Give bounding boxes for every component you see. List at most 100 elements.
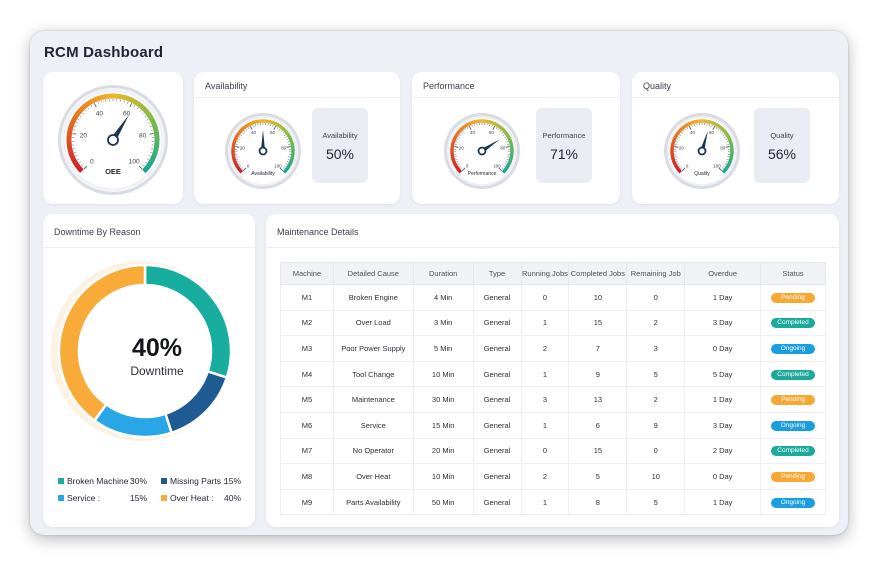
gauge-color-band xyxy=(720,126,725,132)
table-row[interactable]: M4 Tool Change 10 Min General 1 9 5 5 Day Comple… xyxy=(280,360,826,388)
gauge-color-band xyxy=(728,138,733,143)
gauge-tick xyxy=(286,146,291,148)
gauge-color-band xyxy=(706,119,710,124)
table-cell: M1 xyxy=(280,284,334,311)
column-header[interactable]: Detailed Cause xyxy=(332,262,414,285)
column-header[interactable]: Running Jobs xyxy=(520,262,570,285)
gauge-tick xyxy=(724,136,727,138)
gauge-tick xyxy=(725,146,730,148)
gauge-color-band xyxy=(233,161,238,166)
donut-slice-over-heat[interactable] xyxy=(57,263,147,423)
gauge-tick xyxy=(249,125,253,130)
table-row[interactable]: M8 Over Heat 10 Min General 2 5 10 0 Day Pending xyxy=(280,463,826,490)
gauge-color-band xyxy=(67,149,74,155)
table-row[interactable]: M3 Poor Power Supply 5 Min General 2 7 3 0 Day O… xyxy=(280,335,826,362)
gauge-tick xyxy=(473,124,475,127)
gauge-color-band xyxy=(714,122,719,128)
gauge-label: Quality xyxy=(694,171,710,177)
column-header[interactable]: Duration xyxy=(412,262,474,285)
gauge-color-band xyxy=(88,98,95,105)
table-cell: General xyxy=(472,386,522,413)
gauge-tick xyxy=(719,130,722,133)
gauge-color-band xyxy=(728,157,733,162)
table-row[interactable]: M9 Parts Availability 50 Min General 1 8 5 1 Da… xyxy=(280,488,826,516)
gauge-tick xyxy=(456,138,459,141)
table-row[interactable]: M5 Maintenance 30 Min General 3 13 2 1 Day Pendi… xyxy=(280,386,826,413)
table-cell: 7 xyxy=(568,335,628,362)
table-cell: 10 xyxy=(568,284,628,311)
column-header[interactable]: Machine xyxy=(280,262,334,285)
availability-gauge: 0 20 40 60 80 100 Availability xyxy=(225,113,301,189)
gauge-tick xyxy=(285,163,288,165)
gauge-tick xyxy=(455,141,458,143)
gauge-tick xyxy=(287,158,290,160)
gauge-tick xyxy=(236,141,239,143)
downtime-card: Downtime By Reason 40% Downtime Broken M… xyxy=(43,214,255,527)
downtime-card-title: Downtime By Reason xyxy=(43,214,255,248)
gauge-color-band xyxy=(119,94,125,100)
table-row[interactable]: M7 No Operator 20 Min General 0 15 0 2 Day Compl… xyxy=(280,437,826,465)
table-row[interactable]: M2 Over Load 3 Min General 1 15 2 3 Day Complete… xyxy=(280,309,826,337)
gauge-tick-label: 40 xyxy=(470,130,476,135)
quality-card: Quality 0 20 40 60 80 100 Quality Quality 56% xyxy=(632,72,839,204)
gauge-tick xyxy=(243,130,246,133)
gauge-color-band xyxy=(75,109,82,116)
column-header[interactable]: Remaining Job xyxy=(626,262,686,285)
table-cell: 20 Min xyxy=(412,437,474,465)
table-cell: General xyxy=(472,309,522,337)
gauge-color-band xyxy=(463,123,468,129)
legend-value: 40% xyxy=(224,493,242,503)
gauge-color-band xyxy=(151,122,158,128)
legend-value: 15% xyxy=(224,476,242,486)
column-header[interactable]: Completed Jobs xyxy=(568,262,628,285)
gauge-color-band xyxy=(246,122,251,127)
table-cell: 10 Min xyxy=(412,360,474,388)
gauge-color-band xyxy=(98,94,104,101)
gauge-color-band xyxy=(267,119,271,124)
gauge-tick xyxy=(276,127,279,130)
gauge-tick xyxy=(93,103,97,108)
table-cell: Maintenance xyxy=(332,386,414,413)
gauge-color-band xyxy=(66,146,73,151)
availability-card-title: Availability xyxy=(194,72,400,98)
gauge-tick xyxy=(270,124,272,127)
table-cell: 1 xyxy=(520,411,570,439)
column-header[interactable]: Overdue xyxy=(684,262,762,285)
gauge-color-band xyxy=(286,163,292,168)
gauge-tick-label: 0 xyxy=(686,163,689,168)
gauge-color-band xyxy=(508,141,513,145)
table-row[interactable]: M1 Broken Engine 4 Min General 0 10 0 1 Day Pend… xyxy=(280,284,826,311)
table-cell: 30 Min xyxy=(412,386,474,413)
gauge-label: Availability xyxy=(251,171,275,177)
gauge-label: OEE xyxy=(105,167,121,176)
gauge-color-band xyxy=(501,128,507,133)
gauge-tick xyxy=(717,128,720,131)
gauge-tick xyxy=(273,125,277,130)
gauge-color-band xyxy=(465,122,470,127)
table-cell: 2 xyxy=(626,309,686,337)
gauge-color-band xyxy=(671,140,676,145)
status-badge: Pending xyxy=(771,471,815,482)
gauge-tick xyxy=(686,127,689,130)
gauge-color-band xyxy=(671,157,676,161)
gauge-color-band xyxy=(671,159,676,164)
gauge-color-band xyxy=(275,122,280,128)
column-header[interactable]: Type xyxy=(472,262,522,285)
gauge-color-band xyxy=(231,143,236,147)
gauge-color-band xyxy=(672,161,677,166)
legend-item-broken-machine: Broken Machine : xyxy=(58,476,133,486)
gauge-tick-label: 20 xyxy=(240,145,246,150)
table-cell: 3 xyxy=(520,386,570,413)
table-cell: 6 xyxy=(568,411,628,439)
gauge-color-band xyxy=(122,94,128,101)
table-row[interactable]: M6 Service 15 Min General 1 6 9 3 Day Ongoing xyxy=(280,411,826,439)
table-cell: 0 Day xyxy=(684,463,762,490)
column-header[interactable]: Status xyxy=(760,262,826,285)
gauge-tick-label: 60 xyxy=(489,130,495,135)
gauge-color-band xyxy=(137,102,144,109)
gauge-color-band xyxy=(727,136,732,141)
gauge-color-band xyxy=(271,120,276,126)
gauge-tick-label: 60 xyxy=(123,111,131,118)
gauge-tick xyxy=(144,115,147,118)
gauge-color-band xyxy=(248,121,253,126)
